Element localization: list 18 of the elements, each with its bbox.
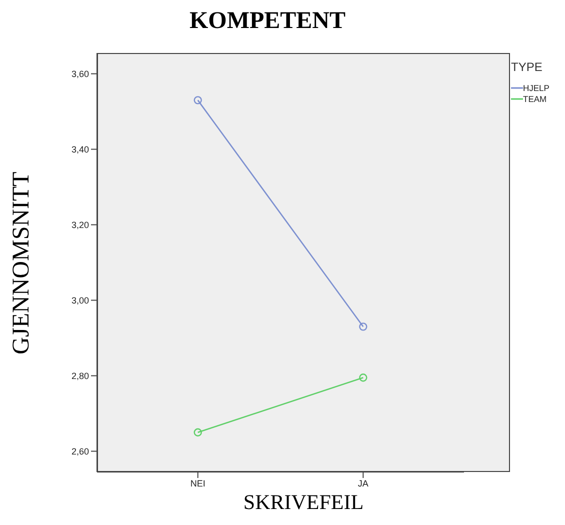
y-tick-label: 3,60 (71, 68, 89, 79)
point (194, 428, 202, 436)
x-tick-label: NEI (190, 478, 206, 488)
point (359, 322, 368, 331)
legend-title: TYPE (511, 60, 544, 74)
point (194, 96, 202, 104)
y-tick-label: 3,20 (71, 220, 89, 230)
y-tick-label: 3,00 (71, 295, 89, 306)
y-tick-label: 2,60 (71, 446, 89, 456)
x-axis-title: SKRIVEFEIL (242, 490, 365, 515)
y-tick-label: 3,40 (71, 144, 89, 154)
y-axis-title: GJENNOMSNITT (8, 172, 36, 354)
x-tick-label: JA (358, 478, 368, 488)
y-tick-label: 2,80 (71, 370, 89, 381)
legend-label: HJELP (523, 82, 550, 92)
point (359, 374, 368, 382)
chart-title: KOMPETENT (188, 8, 346, 35)
legend-label: TEAM (523, 94, 547, 104)
